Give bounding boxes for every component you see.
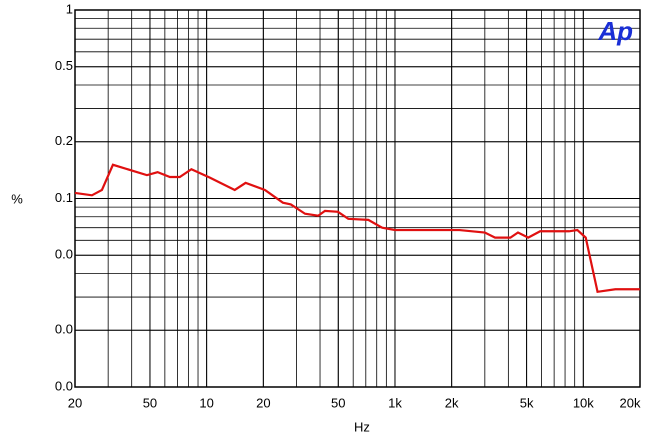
x-tick-label: 2k <box>445 395 459 410</box>
x-axis-label: Hz <box>354 419 370 434</box>
x-tick-label: 1k <box>388 395 402 410</box>
plot-frame <box>74 9 641 388</box>
y-tick-label: 0.1 <box>55 190 73 205</box>
x-tick-label: 20 <box>68 395 82 410</box>
y-tick-label: 0.2 <box>55 133 73 148</box>
x-tick-label: 10 <box>199 395 213 410</box>
x-tick-label: 5k <box>520 395 534 410</box>
y-tick-label: 0.0 <box>55 322 73 337</box>
data-line <box>74 163 640 294</box>
x-tick-label: 20 <box>256 395 270 410</box>
x-tick-label: 20k <box>620 395 641 410</box>
x-tick-label: 10k <box>573 395 594 410</box>
x-tick-label: 50 <box>143 395 157 410</box>
y-tick-label: 1 <box>66 1 73 16</box>
y-tick-label: 0.5 <box>55 58 73 73</box>
y-axis-label: % <box>11 191 23 206</box>
y-tick-label: 0.0 <box>55 378 73 393</box>
x-tick-label: 50 <box>331 395 345 410</box>
y-tick-label: 0.0 <box>55 247 73 262</box>
logo: Ap <box>597 16 633 46</box>
